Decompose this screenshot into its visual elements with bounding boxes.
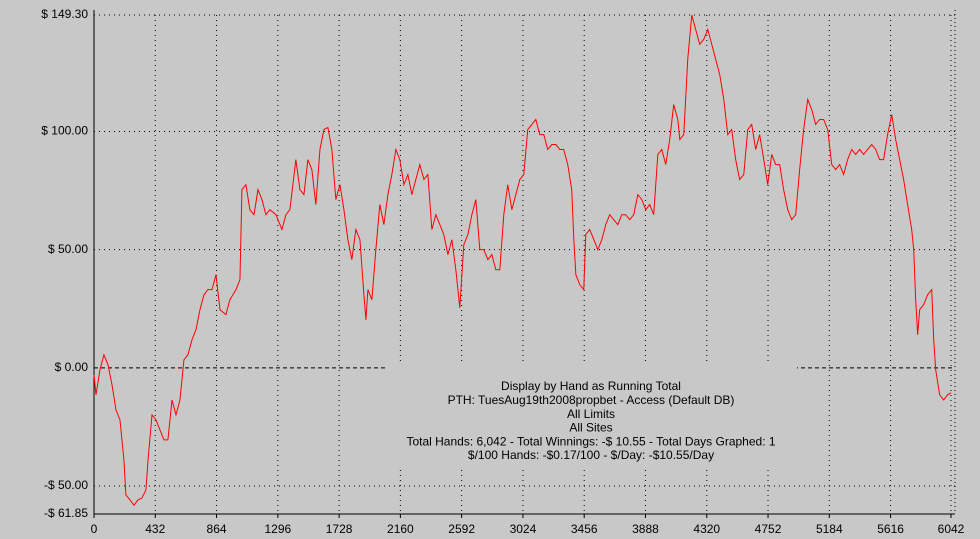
annotation-box: [385, 362, 797, 466]
x-tick-label: 4752: [755, 522, 782, 536]
y-tick-label: -$ 61.85: [44, 506, 88, 520]
y-tick-label: $ 149.30: [41, 7, 88, 21]
annotation-line: Total Hands: 6,042 - Total Winnings: -$ …: [406, 434, 775, 448]
annotation-line: $/100 Hands: -$0.17/100 - $/Day: -$10.55…: [468, 448, 714, 462]
x-tick-label: 5616: [877, 522, 904, 536]
x-tick-label: 6042: [938, 522, 965, 536]
x-tick-label: 5184: [816, 522, 843, 536]
y-tick-label: -$ 50.00: [44, 478, 88, 492]
x-tick-label: 3024: [510, 522, 537, 536]
x-tick-label: 3888: [632, 522, 659, 536]
x-tick-label: 4320: [693, 522, 720, 536]
annotation-line: PTH: TuesAug19th2008propbet - Access (De…: [448, 393, 735, 407]
y-tick-label: $ 50.00: [48, 242, 88, 256]
annotation-line: Display by Hand as Running Total: [501, 379, 681, 393]
x-tick-label: 2160: [387, 522, 414, 536]
data-line: [93, 14, 952, 506]
x-tick-label: 2592: [448, 522, 475, 536]
y-tick-label: $ 100.00: [41, 124, 88, 138]
x-tick-label: 0: [91, 522, 98, 536]
y-tick-label: $ 0.00: [55, 360, 89, 374]
x-tick-label: 1296: [264, 522, 291, 536]
x-tick-label: 1728: [326, 522, 353, 536]
x-tick-label: 432: [145, 522, 165, 536]
annotation-line: All Limits: [567, 407, 615, 421]
x-tick-label: 3456: [571, 522, 598, 536]
x-tick-label: 864: [207, 522, 227, 536]
annotation-line: All Sites: [569, 421, 612, 435]
